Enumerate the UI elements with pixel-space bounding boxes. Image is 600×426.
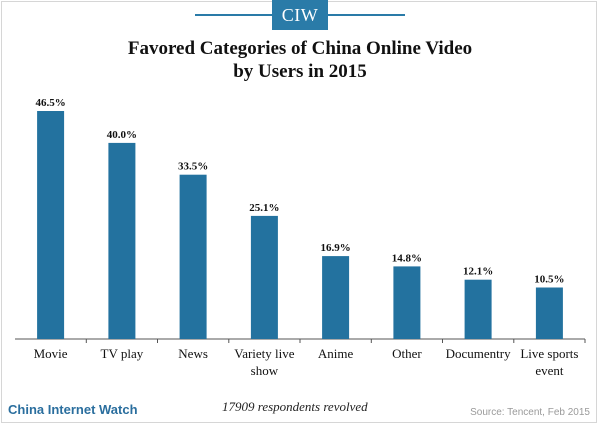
category-tick-label: News <box>178 346 208 361</box>
bar-value-label: 14.8% <box>392 252 422 264</box>
bar <box>250 215 278 339</box>
bar <box>535 287 563 339</box>
category-tick-label: show <box>251 363 279 378</box>
ciw-logo: CIW <box>272 0 328 30</box>
category-tick-label: Documentry <box>446 346 511 361</box>
bar-value-label: 10.5% <box>534 274 564 286</box>
bar <box>393 266 421 339</box>
category-tick-label: Movie <box>34 346 68 361</box>
category-tick-label: Anime <box>318 346 354 361</box>
bar-value-label: 33.5% <box>178 161 208 173</box>
logo-rule-left <box>195 14 272 16</box>
logo-text: CIW <box>281 4 319 25</box>
respondents-note: 17909 respondents revolved <box>222 399 368 414</box>
bar <box>179 174 207 339</box>
bar-value-label: 12.1% <box>463 266 493 278</box>
category-tick-label: Other <box>392 346 422 361</box>
bar-value-label: 40.0% <box>107 129 137 141</box>
logo-rule-right <box>328 14 405 16</box>
bar-value-label: 25.1% <box>249 202 279 214</box>
source-note: Source: Tencent, Feb 2015 <box>470 407 590 418</box>
category-tick-label: TV play <box>101 346 144 361</box>
bar <box>108 142 136 339</box>
category-tick-label: event <box>535 363 564 378</box>
category-tick-label: Variety live <box>234 346 295 361</box>
bar-value-label: 46.5% <box>35 97 65 109</box>
footer-brand: China Internet Watch <box>8 402 138 417</box>
chart-title-line-2: by Users in 2015 <box>233 61 367 82</box>
bar <box>464 279 492 339</box>
bar <box>322 256 350 339</box>
chart-title-line-1: Favored Categories of China Online Video <box>127 38 473 59</box>
bar <box>37 111 65 339</box>
bar-value-label: 16.9% <box>320 242 350 254</box>
category-tick-label: Live sports <box>520 346 578 361</box>
